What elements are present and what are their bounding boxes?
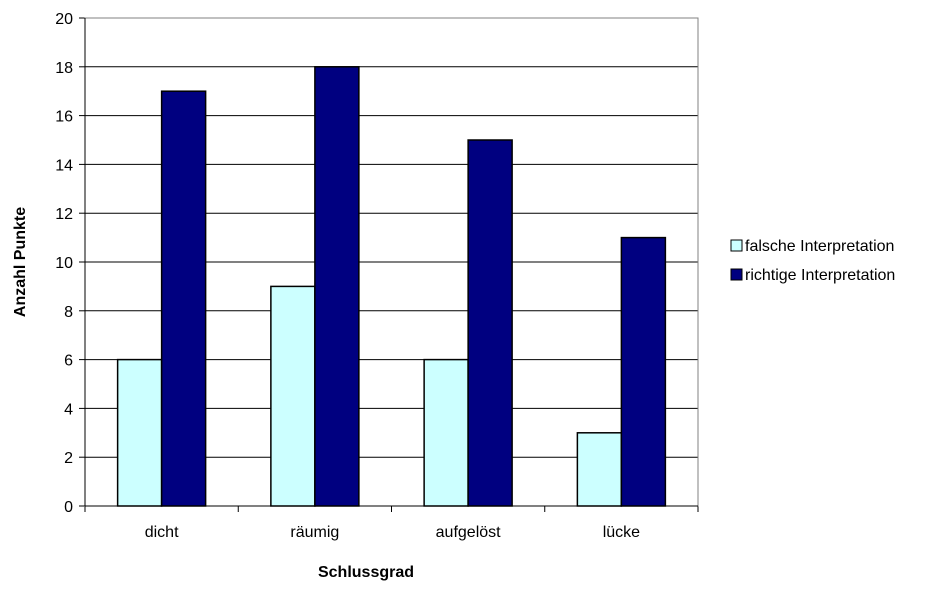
x-tick-label: dicht [145,524,179,541]
y-tick-label: 0 [64,499,73,516]
x-axis-title: Schlussgrad [318,564,414,581]
bar [116,358,163,507]
x-tick-label: aufgelöst [436,524,501,541]
tick-labels: 0 2 4 6 8 10 12 14 16 18 20 dicht räumig aufgelöst lüc… [55,11,640,541]
y-tick-label: 20 [55,11,73,28]
y-tick-label: 8 [64,304,73,321]
x-tick-label: lücke [603,524,640,541]
y-tick-label: 12 [55,206,73,223]
bar [620,236,667,507]
bar [314,66,360,507]
y-tick-label: 14 [55,157,73,174]
legend-label: richtige Interpretation [745,267,895,284]
y-axis-title: Anzahl Punkte [12,207,29,317]
bars [116,66,667,507]
x-tick-label: räumig [290,524,339,541]
legend-label: falsche Interpretation [745,238,894,255]
legend-swatch [730,239,743,252]
bar [467,139,513,507]
bar [270,285,316,507]
y-tick-label: 4 [64,401,73,418]
bar [160,90,207,507]
bar [576,432,623,507]
axes [79,17,699,512]
legend-swatch [730,268,743,281]
y-tick-label: 6 [64,353,73,370]
y-tick-label: 2 [64,450,73,467]
legend: falsche Interpretation richtige Interpret… [730,238,895,284]
y-tick-label: 16 [55,109,73,126]
y-tick-label: 18 [55,60,73,77]
y-tick-label: 10 [55,255,73,272]
bar [423,358,469,507]
